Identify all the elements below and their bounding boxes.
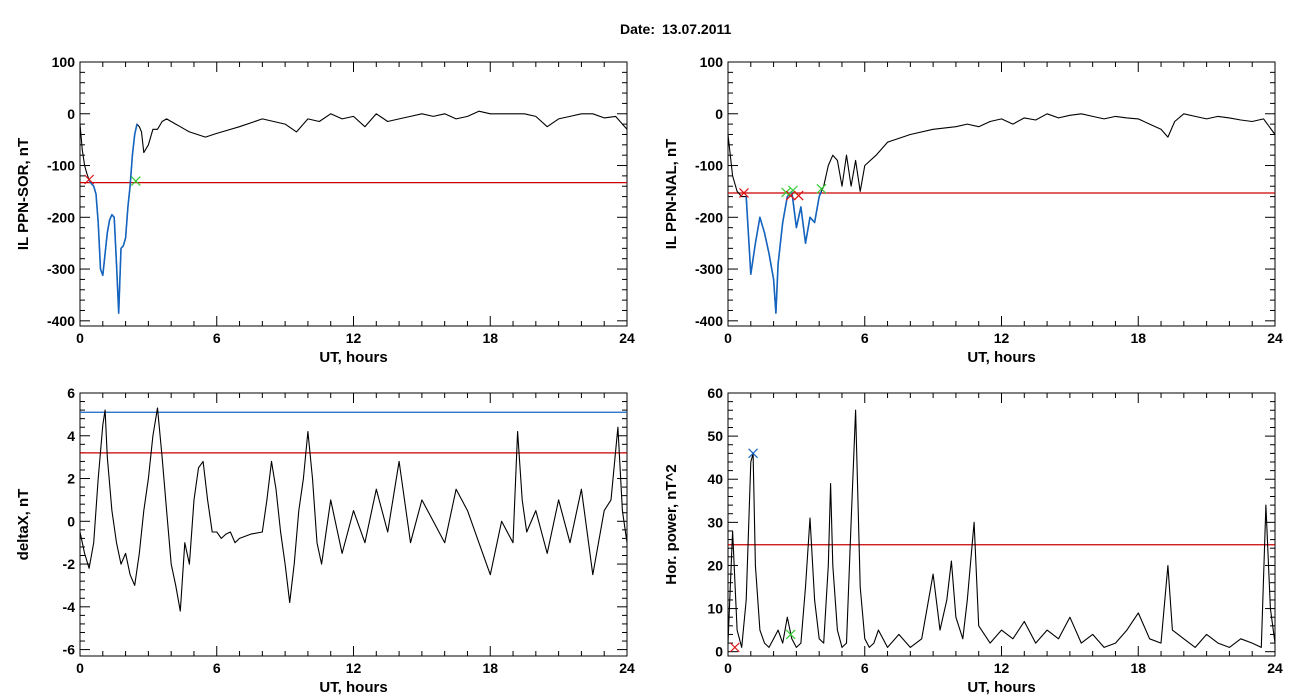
chart-2-x-tick-label: 6 — [213, 660, 221, 676]
chart-0-plot-frame — [79, 61, 628, 327]
panel-il-ppn-sor: 0 6 12 18 24 -400 -300 -200 -100 0 100 UT, hours IL … — [15, 54, 635, 366]
chart-1-x-tick-label: 18 — [1130, 330, 1146, 346]
chart-0-y-tick-label: -200 — [47, 209, 75, 225]
chart-3-y-tick-label: 50 — [707, 428, 723, 444]
chart-3-x-tick-label: 6 — [861, 660, 869, 676]
panel-il-ppn-nal: 0 6 12 18 24 -400 -300 -200 -100 0 100 UT, hours IL … — [663, 54, 1283, 366]
chart-1-x-tick-label: 0 — [724, 330, 732, 346]
chart-2-y-tick-label: 2 — [67, 471, 75, 487]
chart-0-y-tick-label: -100 — [47, 158, 75, 174]
chart-0-marker-red — [84, 174, 95, 185]
chart-3-y-tick-label: 30 — [707, 514, 723, 530]
chart-1-y-tick-label: -400 — [695, 313, 723, 329]
chart-3-x-axis-label: UT, hours — [967, 679, 1035, 696]
chart-2-x-tick-label: 0 — [76, 660, 84, 676]
chart-1-plot-frame — [727, 61, 1276, 327]
chart-2-y-tick-label: 4 — [67, 428, 75, 444]
chart-3-series-line — [727, 409, 1276, 648]
chart-1-y-tick-label: 100 — [700, 54, 724, 70]
chart-0-x-tick-label: 18 — [482, 330, 498, 346]
date-value: 13.07.2011 — [662, 21, 732, 37]
chart-2-x-tick-label: 18 — [482, 660, 498, 676]
chart-3-x-tick-label: 0 — [724, 660, 732, 676]
chart-0-y-tick-label: -300 — [47, 261, 75, 277]
chart-0-y-tick-label: 0 — [67, 106, 75, 122]
chart-3-marker-red — [729, 642, 740, 653]
chart-2-series-line — [79, 407, 628, 612]
chart-1-marker-red — [785, 190, 796, 201]
chart-1-y-tick-label: -200 — [695, 209, 723, 225]
chart-1-series-line — [727, 113, 1276, 314]
chart-3-y-tick-label: 10 — [707, 601, 723, 617]
chart-0-x-tick-label: 24 — [619, 330, 635, 346]
chart-3-y-tick-label: 60 — [707, 385, 723, 401]
chart-3-marker-green — [785, 629, 796, 640]
chart-2-x-tick-label: 12 — [346, 660, 362, 676]
chart-2-y-tick-label: -2 — [63, 556, 76, 572]
chart-0-x-tick-label: 0 — [76, 330, 84, 346]
chart-1-y-tick-label: -100 — [695, 158, 723, 174]
chart-0-x-tick-label: 12 — [346, 330, 362, 346]
chart-3-y-axis-label: Hor. power, nT^2 — [663, 464, 680, 584]
chart-3-y-tick-label: 20 — [707, 557, 723, 573]
chart-2-plot-frame — [79, 392, 628, 657]
chart-1-x-axis-label: UT, hours — [967, 349, 1035, 366]
chart-1-x-tick-label: 6 — [861, 330, 869, 346]
chart-1-marker-red — [739, 188, 749, 198]
chart-0-x-axis-label: UT, hours — [319, 349, 387, 366]
chart-1-y-tick-label: 0 — [715, 106, 723, 122]
chart-0-marker-green — [130, 176, 141, 186]
panel-hor-power: 0 6 12 18 24 0 10 20 30 40 50 60 UT, hours Hor. power… — [663, 385, 1283, 696]
chart-1-marker-green — [781, 187, 792, 198]
chart-3-marker-blue — [748, 448, 758, 459]
chart-1-x-tick-label: 24 — [1267, 330, 1283, 346]
chart-3-x-tick-label: 18 — [1130, 660, 1146, 676]
chart-2-x-tick-label: 24 — [619, 660, 635, 676]
chart-2-y-tick-label: 6 — [67, 385, 75, 401]
chart-3-y-tick-label: 0 — [715, 644, 723, 660]
chart-0-y-axis-label: IL PPN-SOR, nT — [15, 138, 32, 250]
chart-2-y-axis-label: deltaX, nT — [15, 489, 32, 561]
chart-1-y-axis-label: IL PPN-NAL, nT — [663, 139, 680, 250]
chart-1-marker-green — [816, 183, 827, 194]
chart-0-x-tick-label: 6 — [213, 330, 221, 346]
chart-0-y-tick-label: 100 — [52, 54, 76, 70]
chart-3-y-tick-label: 40 — [707, 471, 723, 487]
chart-1-marker-red — [793, 190, 804, 201]
chart-2-x-axis-label: UT, hours — [319, 679, 387, 696]
chart-3-x-tick-label: 24 — [1267, 660, 1283, 676]
chart-0-series-line — [79, 110, 628, 314]
chart-1-event-interval-line — [745, 190, 823, 314]
chart-0-event-interval-line — [88, 123, 138, 314]
chart-1-y-tick-label: -300 — [695, 261, 723, 277]
chart-0-y-tick-label: -400 — [47, 313, 75, 329]
chart-3-x-tick-label: 12 — [994, 660, 1010, 676]
chart-2-y-tick-label: 0 — [67, 513, 75, 529]
chart-1-x-tick-label: 12 — [994, 330, 1010, 346]
chart-2-y-tick-label: -6 — [63, 642, 76, 658]
chart-2-y-tick-label: -4 — [63, 599, 76, 615]
date-label: Date: — [620, 21, 655, 37]
